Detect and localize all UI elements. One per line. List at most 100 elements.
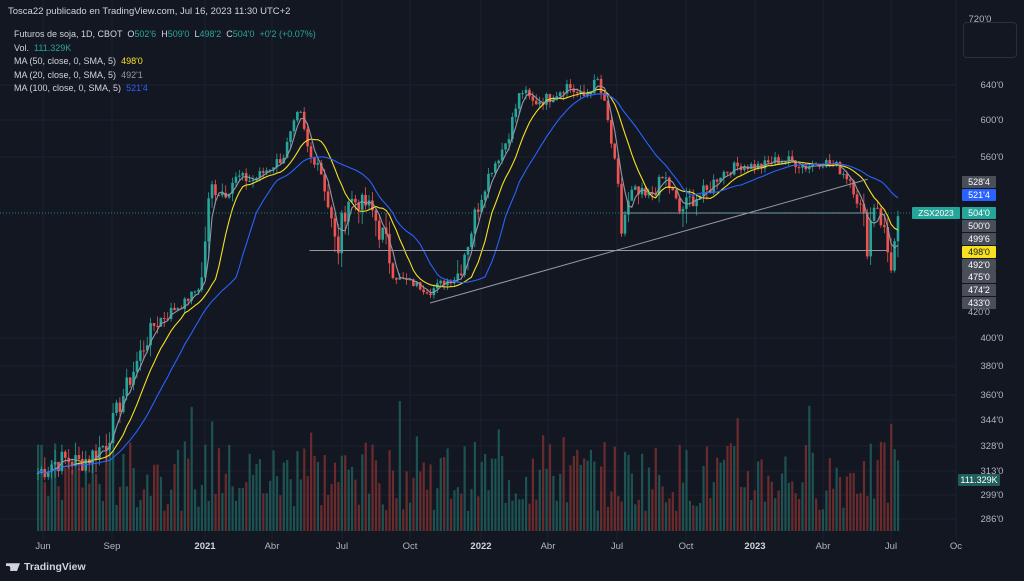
volume-bar — [228, 444, 231, 531]
price-tag-text: 474'2 — [968, 285, 990, 295]
candle-body — [70, 461, 74, 466]
volume-bar — [794, 493, 797, 531]
candle-body — [828, 160, 832, 165]
price-tag — [962, 297, 996, 309]
candle-body — [197, 289, 200, 292]
candle-body — [340, 212, 344, 254]
volume-row[interactable]: Vol. 111.329K — [14, 42, 316, 56]
volume-bar — [296, 451, 299, 531]
volume-bar — [603, 442, 606, 531]
price-tag-text: 500'0 — [968, 221, 990, 231]
volume-bar — [395, 498, 398, 531]
volume-bar — [487, 490, 490, 531]
price-axis: 640'0 600'0 560'0 400'0 380'0 360'0 344'0 328'0… — [912, 14, 1003, 525]
candle-body — [415, 282, 419, 286]
x-tick-label: Jun — [35, 541, 50, 552]
candle-body — [132, 371, 135, 385]
candle-body — [685, 197, 688, 209]
candle-body — [876, 207, 879, 209]
volume-bar — [432, 509, 436, 531]
volume-bar — [702, 466, 705, 531]
candle-body — [893, 241, 896, 271]
candle-body — [36, 472, 40, 474]
volume-bar — [681, 482, 685, 531]
volume-bar — [282, 462, 285, 531]
volume-bar — [596, 510, 599, 531]
candle-body — [613, 143, 617, 159]
volume-bar — [50, 460, 53, 531]
volume-bar — [67, 461, 70, 531]
ma50-value: 498'0 — [121, 56, 143, 66]
candle-body — [135, 360, 139, 372]
candle-body — [507, 139, 511, 144]
candle-body — [586, 93, 589, 97]
volume-bar — [207, 500, 210, 531]
volume-bar — [804, 444, 808, 531]
volume-bar — [391, 470, 395, 531]
volume-bar — [388, 450, 391, 531]
volume-bar — [688, 500, 692, 531]
volume-bar — [542, 435, 545, 531]
volume-bar — [245, 482, 248, 531]
volume-bar — [408, 502, 412, 531]
ma50-row[interactable]: MA (50, close, 0, SMA, 5) 498'0 — [14, 55, 316, 69]
candle-body — [671, 188, 675, 191]
candle-body — [872, 207, 876, 221]
symbol-row[interactable]: Futuros de soja, 1D, CBOT O502'6 H509'0 … — [14, 28, 316, 42]
tradingview-logo[interactable]: TradingView — [6, 561, 86, 573]
candle-body — [606, 100, 610, 121]
volume-bar — [477, 496, 480, 531]
candle-body — [258, 171, 262, 179]
volume-bar — [255, 463, 258, 531]
volume-bar — [316, 461, 320, 531]
symbol-tag-text: ZSX2023 — [918, 208, 954, 218]
volume-bar — [832, 488, 835, 531]
volume-bar — [504, 502, 507, 531]
candle-body — [302, 111, 306, 129]
volume-bar — [548, 444, 552, 531]
candle-body — [251, 180, 255, 182]
volume-bar — [354, 479, 357, 531]
ma100-row[interactable]: MA (100, close, 0, SMA, 5) 521'4 — [14, 82, 316, 96]
ma20-line — [37, 85, 899, 474]
price-tag — [962, 233, 996, 245]
volume-bar — [538, 469, 541, 531]
candle-body — [203, 241, 207, 278]
volume-bar — [460, 493, 463, 531]
price-scale-box[interactable] — [963, 22, 1017, 58]
volume-bar — [275, 476, 279, 531]
candle-body — [732, 162, 736, 175]
volume-bar — [211, 421, 214, 531]
volume-bar — [436, 488, 439, 531]
volume-bar — [726, 445, 729, 531]
candle-body — [470, 233, 473, 248]
volume-bar — [811, 452, 814, 531]
volume-bar — [98, 484, 101, 531]
candle-body — [156, 325, 159, 327]
candle-body — [319, 162, 323, 175]
volume-bar — [705, 446, 709, 531]
ma20-row[interactable]: MA (20, close, 0, SMA, 5) 492'1 — [14, 69, 316, 83]
candle-body — [388, 233, 391, 264]
candle-body — [705, 185, 709, 190]
volume-bar — [183, 441, 186, 531]
candle-body — [511, 116, 514, 140]
candle-body — [296, 111, 299, 121]
x-tick-label: Abr — [541, 541, 556, 552]
candle-body — [517, 93, 521, 109]
volume-bar — [381, 504, 384, 531]
candle-body — [285, 141, 289, 158]
price-tag-text: 433'0 — [968, 298, 990, 308]
change-value: +0'2 (+0.07%) — [259, 29, 316, 39]
candle-body — [664, 177, 668, 179]
candle-body — [497, 160, 500, 164]
volume-bar — [695, 506, 698, 531]
volume-bar — [262, 493, 265, 531]
volume-bar — [559, 473, 562, 531]
price-tag-text: 504'0 — [968, 208, 990, 218]
volume-bar — [47, 496, 50, 531]
candle-body — [545, 93, 548, 105]
volume-bar — [654, 447, 657, 531]
y-tick-label: 328'0 — [981, 441, 1004, 452]
